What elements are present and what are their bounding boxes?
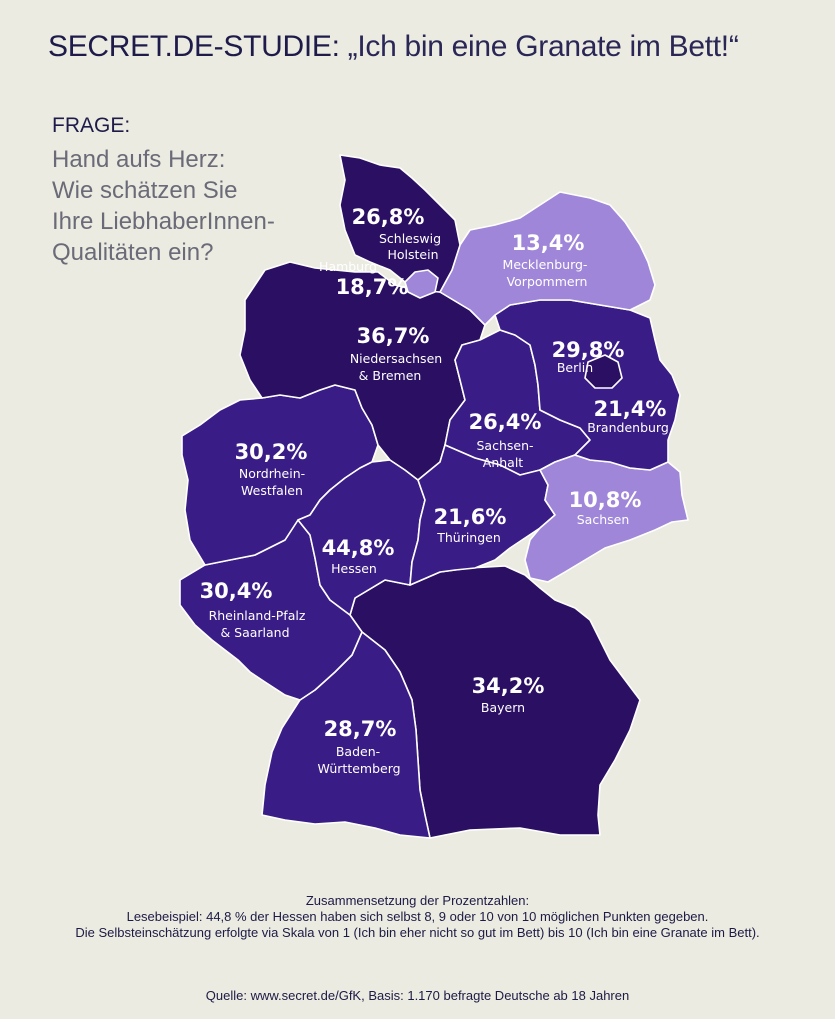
- value-label: 36,7%: [357, 324, 430, 348]
- question-line: Hand aufs Herz:: [52, 146, 226, 173]
- region-name-label: & Bremen: [359, 368, 422, 383]
- value-label: 21,4%: [594, 397, 667, 421]
- question-text: Hand aufs Herz: Wie schätzen Sie Ihre Li…: [52, 144, 352, 268]
- value-label: 26,8%: [352, 205, 425, 229]
- region-schleswig-holstein[interactable]: [339, 154, 461, 293]
- region-hamburg[interactable]: [404, 269, 439, 299]
- region-name-label: Bayern: [481, 700, 525, 715]
- title-quote: „Ich bin eine Granate im Bett!“: [347, 30, 739, 63]
- region-name-label: Berlin: [557, 360, 593, 375]
- footnotes: Zusammensetzung der Prozentzahlen: Leseb…: [0, 893, 835, 941]
- region-name-label: Hamburg: [319, 259, 377, 274]
- value-label: 21,6%: [434, 505, 507, 529]
- region-name-label: & Saarland: [220, 625, 289, 640]
- region-name-label: Mecklenburg-: [503, 257, 588, 272]
- map-labels: 26,8% Schleswig Holstein Hamburg 18,7% 1…: [200, 205, 669, 776]
- page-title: SECRET.DE-STUDIE: „Ich bin eine Granate …: [48, 30, 739, 64]
- region-name-label: Niedersachsen: [350, 351, 442, 366]
- footnote-line: Lesebeispiel: 44,8 % der Hessen haben si…: [126, 909, 709, 924]
- footnote-line: Die Selbsteinschätzung erfolgte via Skal…: [75, 925, 760, 940]
- value-label: 30,4%: [200, 579, 273, 603]
- region-mecklenburg-vorpommern[interactable]: [439, 191, 656, 326]
- region-name-label: Vorpommern: [507, 274, 588, 289]
- region-name-label: Brandenburg: [587, 420, 669, 435]
- value-label: 28,7%: [324, 717, 397, 741]
- region-name-label: Thüringen: [436, 530, 501, 545]
- question-line: Ihre LiebhaberInnen-: [52, 208, 275, 235]
- value-label: 10,8%: [569, 488, 642, 512]
- region-name-label: Holstein: [387, 247, 438, 262]
- region-name-label: Rheinland-Pfalz: [209, 608, 306, 623]
- value-label: 18,7%: [336, 275, 409, 299]
- region-name-label: Sachsen: [577, 512, 630, 527]
- region-berlin[interactable]: [584, 354, 623, 389]
- value-label: 26,4%: [469, 410, 542, 434]
- region-name-label: Nordrhein-: [239, 466, 305, 481]
- question-line: Wie schätzen Sie: [52, 177, 238, 204]
- footnote-line: Zusammensetzung der Prozentzahlen:: [305, 893, 530, 908]
- value-label: 34,2%: [472, 674, 545, 698]
- question-line: Qualitäten ein?: [52, 239, 214, 266]
- title-study-name: SECRET.DE-STUDIE:: [48, 30, 340, 63]
- region-thueringen[interactable]: [409, 444, 556, 586]
- value-label: 13,4%: [512, 231, 585, 255]
- region-name-label: Anhalt: [483, 455, 524, 470]
- region-name-label: Sachsen-: [476, 438, 533, 453]
- region-name-label: Baden-: [336, 744, 380, 759]
- value-label: 44,8%: [322, 536, 395, 560]
- question-label: FRAGE:: [52, 114, 131, 137]
- region-name-label: Württemberg: [317, 761, 400, 776]
- value-label: 30,2%: [235, 440, 308, 464]
- region-name-label: Schleswig: [379, 231, 441, 246]
- region-name-label: Westfalen: [241, 483, 303, 498]
- source-line: Quelle: www.secret.de/GfK, Basis: 1.170 …: [205, 988, 630, 1003]
- region-name-label: Hessen: [331, 561, 377, 576]
- value-label: 29,8%: [552, 338, 625, 362]
